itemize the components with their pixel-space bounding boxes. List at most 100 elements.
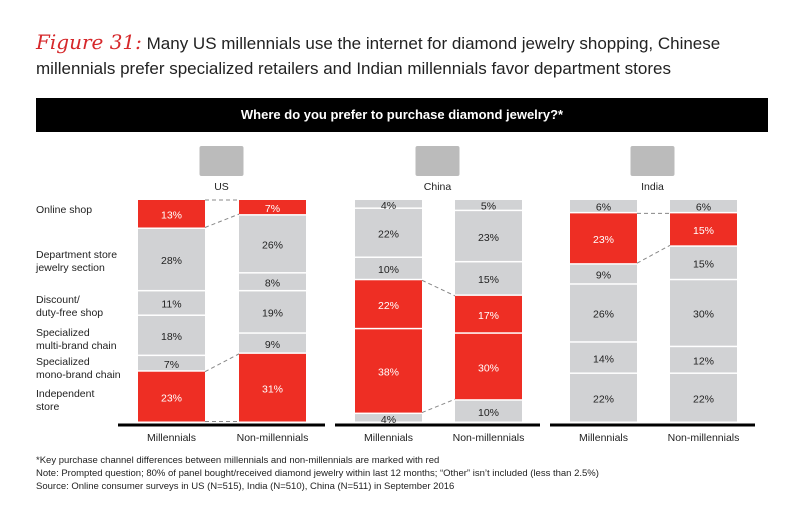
data-label: 6%	[596, 202, 611, 214]
data-label: 15%	[478, 274, 499, 286]
data-label: 14%	[593, 353, 614, 365]
bar-segment	[239, 353, 306, 422]
data-label: 23%	[478, 232, 499, 244]
figure-number: Figure 31:	[36, 30, 142, 54]
footnotes: *Key purchase channel differences betwee…	[36, 454, 599, 493]
bar-segment	[570, 342, 637, 373]
bar-segment	[570, 213, 637, 264]
category-label: jewelry section	[35, 262, 105, 274]
bar-segment	[239, 333, 306, 353]
bar-segment	[455, 400, 522, 422]
bar-segment	[239, 200, 306, 215]
category-label: Department store	[36, 249, 117, 261]
figure-title: Figure 31: Many US millennials use the i…	[36, 30, 776, 81]
bar-segment	[138, 371, 205, 422]
data-label: 11%	[161, 299, 181, 311]
bar-segment	[670, 200, 737, 212]
data-label: 9%	[265, 339, 280, 351]
bar-segment	[138, 200, 205, 228]
data-label: 12%	[693, 356, 714, 368]
group-label: Non-millennials	[668, 432, 740, 444]
group-label: Non-millennials	[237, 432, 309, 444]
data-label: 13%	[161, 209, 182, 221]
country-flag-icon	[415, 146, 460, 176]
category-label: store	[36, 401, 60, 413]
connector-line	[636, 244, 671, 264]
bar-segment	[455, 295, 522, 333]
data-label: 26%	[593, 309, 614, 321]
bar-segment	[570, 264, 637, 284]
bar-segment	[138, 356, 205, 371]
connector-line	[204, 353, 240, 373]
category-label: Online shop	[36, 204, 92, 216]
data-label: 30%	[478, 362, 499, 374]
data-label: 10%	[378, 264, 399, 276]
data-label: 17%	[478, 310, 499, 322]
group-label: Non-millennials	[453, 432, 525, 444]
group-label: Millennials	[147, 432, 196, 444]
group-label: Millennials	[579, 432, 628, 444]
category-label: Specialized	[36, 356, 90, 368]
category-label: Discount/	[36, 294, 80, 306]
data-label: 4%	[381, 414, 396, 426]
bar-segment	[670, 246, 737, 279]
footnote-note: Note: Prompted question; 80% of panel bo…	[36, 468, 599, 479]
category-label: Independent	[36, 388, 94, 400]
bar-segment	[355, 257, 422, 279]
bar-segment	[239, 291, 306, 333]
data-label: 6%	[696, 202, 711, 214]
bar-segment	[239, 273, 306, 290]
country-label: US	[214, 181, 229, 193]
country-label: China	[424, 181, 452, 193]
bar-segment	[138, 228, 205, 290]
data-label: 8%	[265, 278, 280, 290]
data-label: 23%	[161, 392, 182, 404]
connector-line	[421, 398, 456, 414]
bar-segment	[670, 347, 737, 373]
bar-segment	[670, 280, 737, 346]
connector-line	[421, 279, 456, 297]
country-flag-icon	[630, 146, 675, 176]
bar-segment	[670, 373, 737, 422]
bar-segment	[455, 211, 522, 261]
data-label: 22%	[378, 300, 399, 312]
data-label: 7%	[265, 203, 280, 215]
category-label: multi-brand chain	[36, 340, 117, 352]
data-label: 22%	[378, 228, 399, 240]
bar-segment	[570, 373, 637, 422]
bar-segment	[570, 284, 637, 342]
data-label: 30%	[693, 309, 714, 321]
data-label: 23%	[593, 234, 614, 246]
bar-segment	[670, 213, 737, 246]
data-label: 9%	[596, 270, 611, 282]
country-flag-icon	[199, 146, 244, 176]
data-label: 7%	[164, 359, 179, 371]
figure-headline: Many US millennials use the internet for…	[36, 34, 721, 78]
bar-segment	[455, 262, 522, 295]
bar-segment	[355, 414, 422, 422]
category-label: mono-brand chain	[36, 369, 121, 381]
category-label: duty-free shop	[36, 307, 103, 319]
bar-segment	[355, 329, 422, 413]
bar-segment	[138, 315, 205, 355]
question-banner: Where do you prefer to purchase diamond …	[36, 98, 768, 132]
bar-segment	[239, 215, 306, 273]
bar-segment	[355, 280, 422, 328]
group-label: Millennials	[364, 432, 413, 444]
bar-segment	[455, 200, 522, 210]
data-label: 26%	[262, 240, 283, 252]
country-label: India	[641, 181, 664, 193]
data-label: 22%	[693, 393, 714, 405]
data-label: 15%	[693, 259, 714, 271]
bar-segment	[455, 333, 522, 400]
data-label: 15%	[693, 225, 714, 237]
connector-line	[204, 213, 240, 228]
footnote-key: *Key purchase channel differences betwee…	[36, 455, 440, 466]
data-label: 22%	[593, 393, 614, 405]
footnote-source: Source: Online consumer surveys in US (N…	[36, 481, 455, 492]
data-label: 18%	[161, 331, 182, 343]
bar-segment	[138, 291, 205, 315]
bar-segment	[355, 200, 422, 208]
